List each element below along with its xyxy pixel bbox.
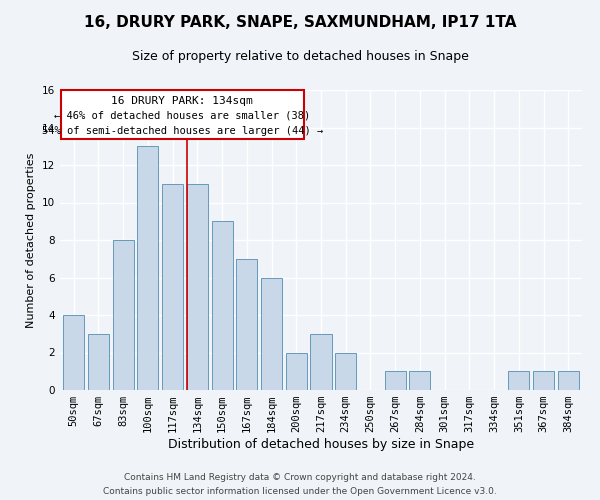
Y-axis label: Number of detached properties: Number of detached properties — [26, 152, 37, 328]
Bar — [286, 352, 307, 390]
Text: ← 46% of detached houses are smaller (38): ← 46% of detached houses are smaller (38… — [54, 111, 310, 121]
Bar — [61, 90, 304, 138]
Bar — [212, 221, 233, 390]
Bar — [63, 315, 84, 390]
Text: 16 DRURY PARK: 134sqm: 16 DRURY PARK: 134sqm — [112, 96, 253, 106]
Bar — [335, 352, 356, 390]
Bar — [385, 371, 406, 390]
Bar — [162, 184, 183, 390]
Bar — [187, 184, 208, 390]
Text: Contains public sector information licensed under the Open Government Licence v3: Contains public sector information licen… — [103, 486, 497, 496]
Text: Size of property relative to detached houses in Snape: Size of property relative to detached ho… — [131, 50, 469, 63]
Bar — [261, 278, 282, 390]
Bar — [310, 334, 332, 390]
Bar — [558, 371, 579, 390]
Bar — [533, 371, 554, 390]
Bar — [508, 371, 529, 390]
X-axis label: Distribution of detached houses by size in Snape: Distribution of detached houses by size … — [168, 438, 474, 451]
Bar — [137, 146, 158, 390]
Text: 54% of semi-detached houses are larger (44) →: 54% of semi-detached houses are larger (… — [41, 126, 323, 136]
Bar — [113, 240, 134, 390]
Text: Contains HM Land Registry data © Crown copyright and database right 2024.: Contains HM Land Registry data © Crown c… — [124, 473, 476, 482]
Bar — [88, 334, 109, 390]
Bar — [409, 371, 430, 390]
Text: 16, DRURY PARK, SNAPE, SAXMUNDHAM, IP17 1TA: 16, DRURY PARK, SNAPE, SAXMUNDHAM, IP17 … — [84, 15, 516, 30]
Bar — [236, 259, 257, 390]
